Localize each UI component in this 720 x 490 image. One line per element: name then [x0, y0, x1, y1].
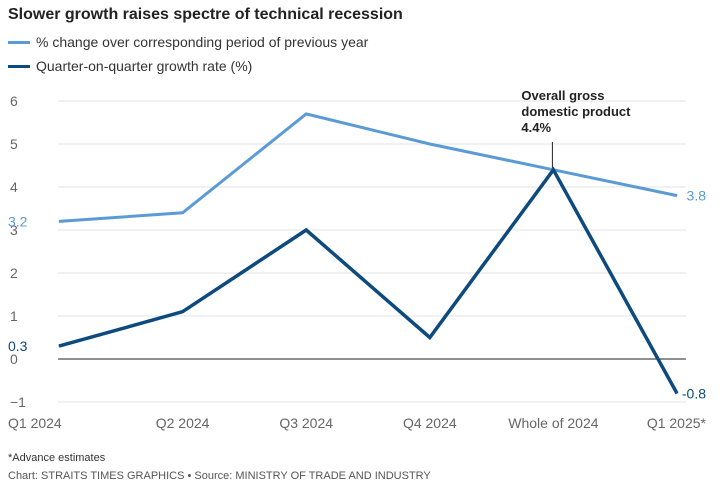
data-point-yoy [58, 220, 60, 222]
x-tick-label: Whole of 2024 [508, 415, 598, 431]
annotation-text: Overall gross [521, 88, 604, 103]
series-line-yoy [58, 112, 678, 223]
legend-item-qoq: Quarter-on-quarter growth rate (%) [8, 56, 252, 76]
x-tick-label: Q4 2024 [403, 415, 457, 431]
legend-label-qoq: Quarter-on-quarter growth rate (%) [36, 58, 253, 74]
y-tick-label: 1 [10, 308, 18, 324]
y-tick-label: 0 [10, 351, 18, 367]
chart-title: Slower growth raises spectre of technica… [8, 6, 403, 23]
annotation-text: 4.4% [521, 120, 551, 135]
y-tick-label: 3 [10, 222, 18, 238]
y-tick-label: 6 [10, 93, 18, 109]
data-point-qoq [429, 337, 431, 338]
legend-item-yoy: % change over corresponding period of pr… [8, 32, 368, 52]
data-label: 3.8 [687, 188, 707, 204]
source-credit: Chart: STRAITS TIMES GRAPHICS • Source: … [8, 470, 431, 482]
data-label: 3.2 [8, 213, 28, 229]
data-point-yoy [676, 195, 678, 197]
line-chart: −1 0 1 2 3 4 5 6 Q1 2024 Q2 2024 Q3 2024 Q4 2024 Who… [8, 88, 707, 431]
x-tick-label: Q2 2024 [156, 415, 210, 431]
y-tick-label: −1 [10, 394, 26, 410]
data-point-qoq [676, 392, 678, 394]
y-tick-label: 2 [10, 265, 18, 281]
data-point-yoy [182, 212, 184, 214]
legend-label-yoy: % change over corresponding period of pr… [36, 34, 369, 50]
y-tick-label: 5 [10, 136, 18, 152]
legend-swatch-yoy [8, 40, 30, 44]
data-label: -0.8 [682, 385, 706, 401]
data-point-qoq [305, 229, 307, 231]
x-tick-label: Q1 2025* [647, 415, 707, 431]
x-tick-label: Q1 2024 [8, 415, 62, 431]
data-point-qoq [552, 169, 554, 171]
data-point-qoq [58, 345, 60, 347]
x-tick-label: Q3 2024 [279, 415, 333, 431]
y-tick-label: 4 [10, 179, 18, 195]
data-point-yoy [429, 143, 431, 145]
series-line-qoq [58, 166, 679, 395]
footnote: *Advance estimates [8, 452, 106, 464]
legend-swatch-qoq [8, 64, 30, 68]
data-point-qoq [182, 311, 184, 313]
annotation-text: domestic product [521, 104, 631, 119]
data-label: 0.3 [8, 338, 28, 354]
data-point-yoy [305, 113, 307, 115]
